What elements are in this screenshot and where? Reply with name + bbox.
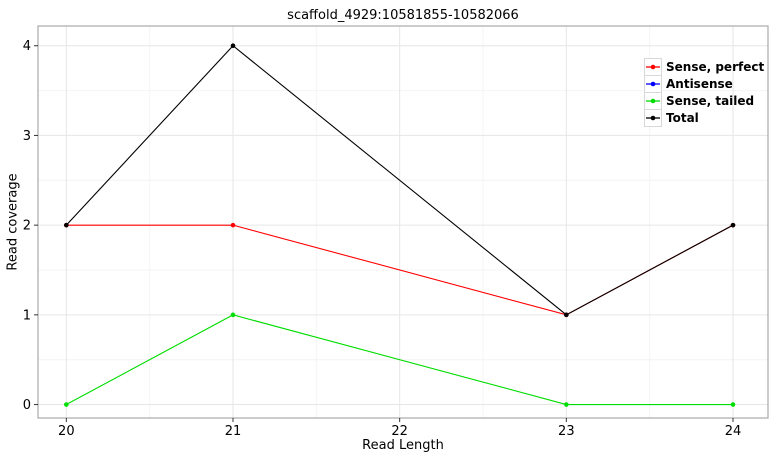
legend-item-sense-tailed: Sense, tailed [644, 92, 764, 110]
line-dot-icon [646, 98, 660, 104]
legend-key-box [644, 58, 662, 76]
svg-text:4: 4 [23, 39, 31, 54]
legend-item-label: Antisense [666, 77, 733, 91]
svg-text:1: 1 [23, 308, 31, 323]
chart-title: scaffold_4929:10581855-10582066 [287, 8, 519, 23]
legend-item-antisense: Antisense [644, 75, 764, 93]
line-dot-icon [646, 115, 660, 121]
legend: Sense, perfect Antisense Sense, tailed T… [644, 58, 764, 127]
x-axis-label: Read Length [362, 438, 444, 453]
legend-item-total: Total [644, 109, 764, 127]
legend-key-box [644, 75, 662, 93]
legend-item-sense-perfect: Sense, perfect [644, 58, 764, 76]
legend-key-box [644, 109, 662, 127]
svg-text:0: 0 [23, 398, 31, 413]
svg-text:20: 20 [58, 424, 75, 439]
svg-text:2: 2 [23, 219, 31, 234]
svg-text:24: 24 [725, 424, 742, 439]
legend-item-label: Total [666, 111, 699, 125]
svg-text:21: 21 [225, 424, 242, 439]
line-dot-icon [646, 81, 660, 87]
svg-text:22: 22 [391, 424, 408, 439]
legend-key-box [644, 92, 662, 110]
line-dot-icon [646, 64, 660, 70]
legend-item-label: Sense, tailed [666, 94, 755, 108]
svg-text:23: 23 [558, 424, 575, 439]
legend-item-label: Sense, perfect [666, 60, 765, 74]
svg-text:3: 3 [23, 129, 31, 144]
